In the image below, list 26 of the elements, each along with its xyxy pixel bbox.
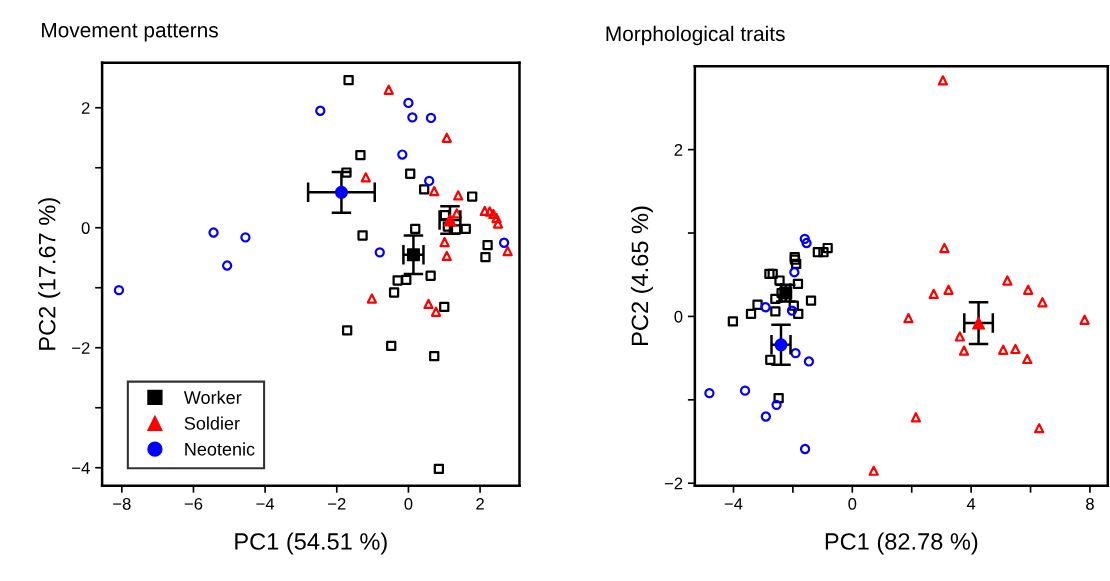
x-tick-label: −6 bbox=[184, 497, 203, 510]
y-axis-title: PC2 (17.67 %) bbox=[38, 198, 61, 350]
x-tick-label: 4 bbox=[966, 498, 976, 510]
y-tick-label: −2 bbox=[72, 342, 90, 354]
y-axis-title: PC2 (4.65 %) bbox=[630, 206, 653, 345]
x-tick-label: −4 bbox=[724, 498, 743, 510]
y-tick-label: −4 bbox=[72, 462, 90, 474]
x-tick-label: 0 bbox=[848, 497, 857, 510]
y-tick-label: 2 bbox=[674, 144, 683, 156]
y-tick-label: −2 bbox=[664, 477, 683, 490]
x-tick-label: −4 bbox=[256, 498, 275, 510]
x-tick-label: 8 bbox=[1086, 497, 1094, 510]
x-axis-title: PC1 (54.51 %) bbox=[235, 532, 387, 555]
x-tick-label: −2 bbox=[328, 497, 346, 510]
chart-title: Morphological traits bbox=[606, 25, 785, 46]
legend-label: Worker bbox=[183, 390, 242, 404]
y-tick-label: 0 bbox=[81, 222, 90, 234]
x-axis-title: PC1 (82.78 %) bbox=[825, 532, 978, 555]
chart-title: Movement patterns bbox=[42, 22, 218, 42]
x-tick-label: 2 bbox=[476, 497, 484, 510]
legend-label: Neotenic bbox=[185, 442, 255, 456]
y-tick-label: 0 bbox=[674, 310, 683, 323]
y-tick-label: 2 bbox=[81, 102, 90, 114]
legend-label: Soldier bbox=[184, 416, 240, 430]
x-tick-label: 0 bbox=[404, 497, 413, 510]
x-tick-label: −8 bbox=[113, 497, 131, 510]
